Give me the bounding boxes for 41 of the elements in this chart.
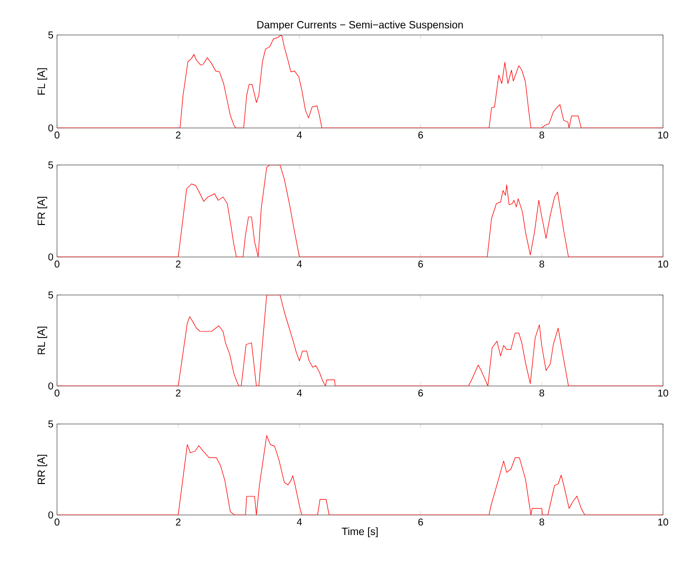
x-tick-label: 10 [658,132,668,139]
line-series [57,164,664,257]
x-axis-title: Time [s] [342,527,378,538]
x-tick-label: 2 [176,132,180,138]
y-tick-label: 5 [48,32,54,38]
x-tick-label: 0 [54,260,60,268]
y-tick-label: 5 [48,162,54,168]
x-tick-label: 4 [296,260,302,268]
x-tick-label: 0 [54,518,60,526]
x-tick-label: 8 [539,132,544,139]
y-axis-title: FL [A] [37,68,48,95]
x-tick-label: 8 [539,260,544,268]
x-tick-label: 10 [658,390,668,397]
x-tick-label: 4 [296,132,302,138]
x-tick-label: 0 [54,132,60,139]
y-axis-title: FR [A] [37,196,48,225]
line-series [57,294,664,386]
x-tick-label: 6 [418,390,423,397]
x-tick-label: 6 [418,132,423,139]
x-tick-label: 4 [296,390,302,396]
y-axis-title: RR [A] [37,454,48,484]
x-tick-label: 10 [658,518,668,526]
x-tick-label: 0 [54,390,60,397]
line-series [57,435,664,515]
x-tick-label: 6 [418,260,423,268]
x-tick-label: 8 [539,518,544,526]
y-tick-label: 0 [48,511,54,519]
y-tick-label: 0 [48,253,54,261]
chart-title: Damper Currents − Semi−active Suspension [257,20,463,30]
x-tick-label: 2 [176,390,180,396]
x-tick-label: 2 [176,260,180,268]
x-tick-label: 6 [418,518,423,526]
y-axis-title: RL [A] [37,326,48,354]
x-tick-label: 2 [176,518,180,526]
y-tick-label: 5 [48,292,54,298]
y-tick-label: 0 [48,382,54,390]
x-tick-label: 4 [296,518,302,526]
y-tick-label: 5 [48,420,54,428]
x-tick-label: 8 [539,390,544,397]
y-tick-label: 0 [48,124,54,132]
x-tick-label: 10 [658,260,668,268]
